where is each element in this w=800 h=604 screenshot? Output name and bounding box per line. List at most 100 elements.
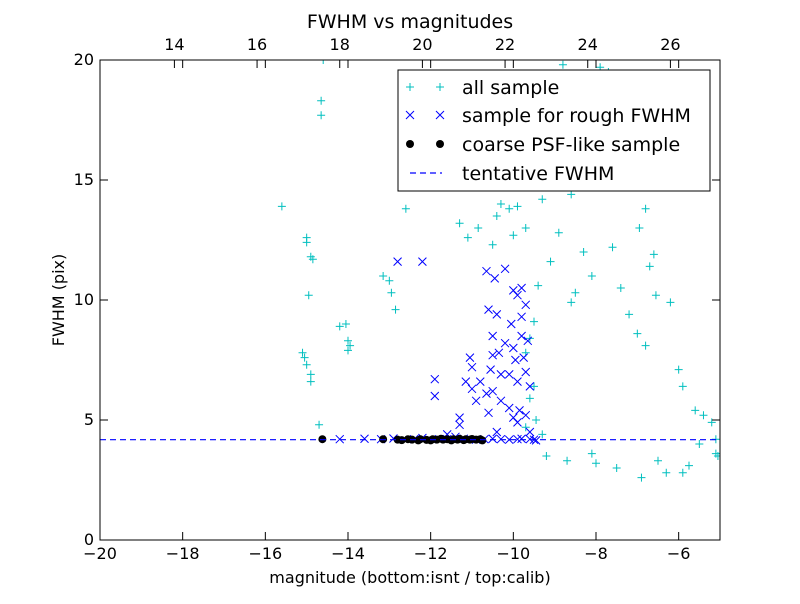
legend-label: tentative FWHM xyxy=(462,163,614,185)
data-point-series-1 xyxy=(513,290,522,300)
y-axis-ticks: 0 5 10 15 20 xyxy=(74,50,720,549)
data-point-series-0 xyxy=(678,468,687,477)
legend-marker xyxy=(405,110,415,120)
data-point-series-0 xyxy=(538,195,547,204)
data-point-series-0 xyxy=(304,291,313,300)
data-point-series-1 xyxy=(515,406,524,415)
top-tick-label: 18 xyxy=(330,35,350,54)
data-point-series-1 xyxy=(521,410,531,420)
data-point-series-1 xyxy=(504,370,514,379)
data-point-series-1 xyxy=(393,257,402,266)
data-point-series-0 xyxy=(317,96,326,105)
y-tick-label: 5 xyxy=(84,410,94,429)
data-point-series-1 xyxy=(492,427,502,437)
data-point-series-1 xyxy=(500,338,510,348)
data-point-series-0 xyxy=(513,202,522,211)
data-point-series-1 xyxy=(484,408,493,418)
data-point-series-0 xyxy=(616,284,625,292)
y-tick-label: 20 xyxy=(74,50,94,69)
data-point-series-0 xyxy=(521,423,530,432)
data-point-series-0 xyxy=(651,291,660,300)
data-point-series-1 xyxy=(488,434,498,444)
data-point-series-1 xyxy=(488,386,498,396)
data-point-series-1 xyxy=(482,389,491,398)
data-point-series-1 xyxy=(488,331,498,341)
data-point-series-0 xyxy=(308,255,317,264)
data-point-series-1 xyxy=(486,365,495,374)
data-point-series-0 xyxy=(625,310,634,319)
data-point-series-0 xyxy=(319,60,328,64)
top-tick-label: 20 xyxy=(412,35,432,54)
x-axis-label: magnitude (bottom:isnt / top:calib) xyxy=(269,568,550,587)
x-tick-label: −8 xyxy=(584,544,608,563)
legend-marker xyxy=(436,83,444,91)
data-point-series-0 xyxy=(455,219,464,228)
data-point-series-0 xyxy=(645,262,654,271)
data-point-series-0 xyxy=(579,248,588,256)
data-point-series-0 xyxy=(654,456,662,465)
data-point-series-1 xyxy=(517,434,526,444)
data-point-series-0 xyxy=(641,341,650,350)
data-point-series-1 xyxy=(494,348,504,358)
data-point-series-0 xyxy=(534,281,543,290)
data-point-series-1 xyxy=(525,427,535,437)
top-tick-label: 16 xyxy=(247,35,267,54)
y-tick-label: 10 xyxy=(74,290,94,309)
data-point-series-0 xyxy=(538,430,547,439)
x-tick-label: −20 xyxy=(83,544,117,563)
data-point-series-0 xyxy=(592,459,600,468)
legend-marker xyxy=(406,140,414,148)
data-point-series-0 xyxy=(302,360,311,369)
top-tick-label: 22 xyxy=(495,35,515,54)
data-point-series-1 xyxy=(500,264,510,274)
data-point-series-1 xyxy=(504,435,514,445)
data-point-series-0 xyxy=(344,346,352,355)
data-point-series-0 xyxy=(300,353,309,362)
data-point-series-0 xyxy=(558,60,567,69)
legend-label: sample for rough FWHM xyxy=(462,105,691,127)
top-tick-label: 26 xyxy=(660,35,680,54)
data-point-series-0 xyxy=(474,224,483,232)
data-point-series-1 xyxy=(517,331,526,341)
data-point-series-0 xyxy=(587,272,596,280)
data-point-series-0 xyxy=(674,365,683,374)
data-point-series-0 xyxy=(691,406,700,415)
x-tick-label: −6 xyxy=(667,544,691,563)
data-point-series-0 xyxy=(532,416,541,424)
chart-title: FWHM vs magnitudes xyxy=(307,11,513,33)
data-point-series-0 xyxy=(401,204,410,213)
y-tick-label: 0 xyxy=(84,530,94,549)
data-point-series-0 xyxy=(707,418,716,427)
x-tick-label: −10 xyxy=(496,544,530,563)
data-point-series-0 xyxy=(302,238,311,247)
data-point-series-0 xyxy=(530,317,538,326)
data-point-series-0 xyxy=(608,243,617,252)
data-point-series-1 xyxy=(517,283,526,293)
data-point-series-1 xyxy=(519,353,529,362)
data-point-series-1 xyxy=(467,384,477,394)
data-point-series-0 xyxy=(387,288,396,297)
data-point-series-1 xyxy=(531,436,541,445)
data-point-series-0 xyxy=(492,212,501,220)
x-axis-ticks: −20 −18 −16 −14 −12 −10 −8 −6 xyxy=(83,60,690,563)
data-point-series-1 xyxy=(492,310,502,319)
data-point-series-1 xyxy=(506,319,516,329)
data-point-series-1 xyxy=(496,370,506,379)
data-point-series-0 xyxy=(571,288,580,297)
points-layer xyxy=(277,60,720,482)
data-point-series-0 xyxy=(315,420,324,429)
data-point-series-0 xyxy=(567,190,576,199)
legend-label: all sample xyxy=(462,77,559,99)
top-tick-label: 24 xyxy=(578,35,598,54)
data-point-series-2 xyxy=(478,436,487,445)
data-point-series-1 xyxy=(455,420,464,430)
legend-marker xyxy=(436,140,444,148)
data-point-series-1 xyxy=(513,418,522,427)
data-point-series-0 xyxy=(678,382,687,391)
data-point-series-0 xyxy=(346,341,355,350)
data-point-series-0 xyxy=(563,456,572,465)
data-point-series-0 xyxy=(509,231,518,240)
legend-marker xyxy=(406,83,414,91)
data-point-series-0 xyxy=(685,461,693,470)
data-point-series-1 xyxy=(484,305,493,314)
